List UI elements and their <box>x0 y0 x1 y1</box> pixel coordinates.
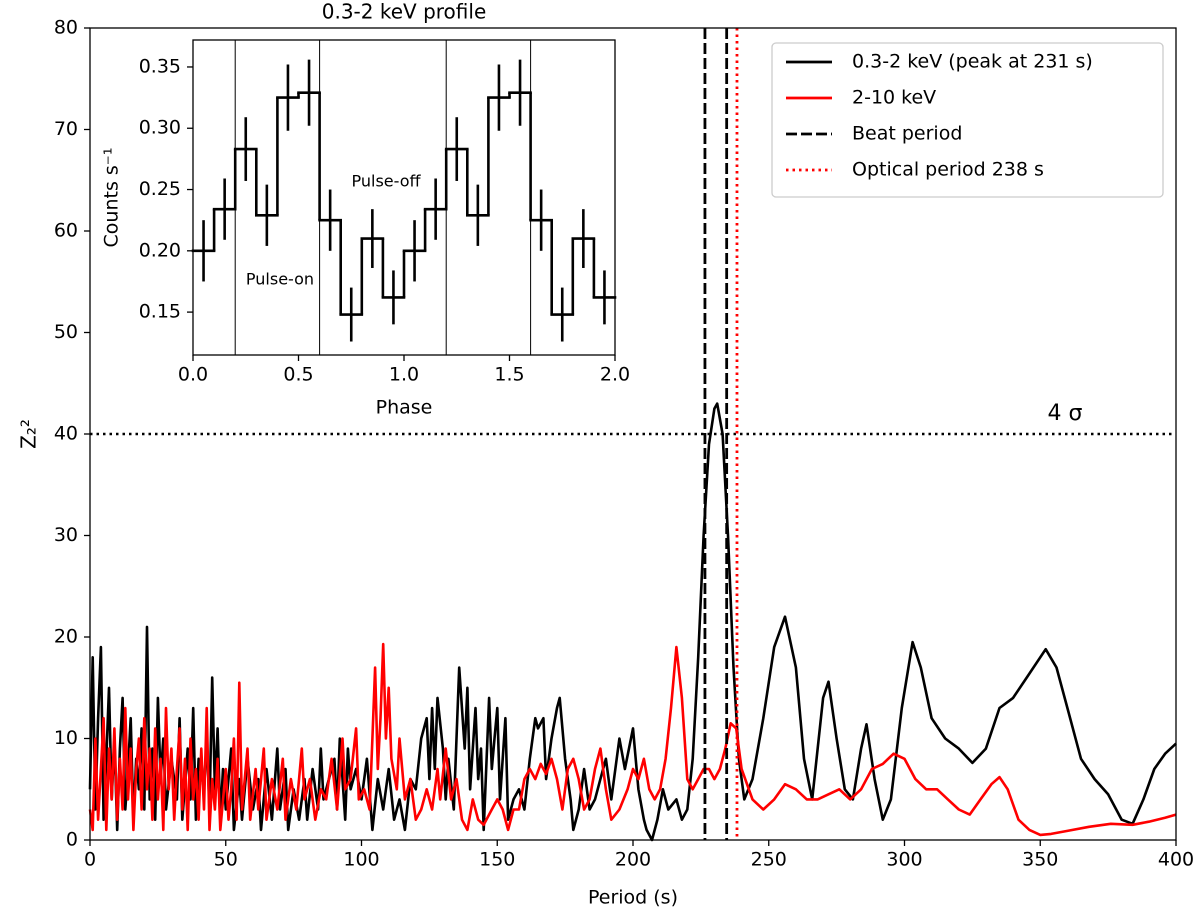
inset-background <box>193 40 615 355</box>
y-tick-label: 80 <box>54 17 78 39</box>
inset-y-tick-label: 0.20 <box>139 239 181 261</box>
legend-box <box>771 42 1164 198</box>
inset-y-tick-label: 0.35 <box>139 55 181 77</box>
x-tick-label: 350 <box>1022 849 1058 871</box>
y-tick-label: 20 <box>54 626 78 648</box>
data-line <box>88 642 1177 837</box>
x-tick-label: 400 <box>1158 849 1194 871</box>
annotation: Pulse-on <box>246 270 314 289</box>
inset-frame <box>192 39 616 356</box>
x-tick-label: 150 <box>479 849 515 871</box>
y-tick-label: 70 <box>54 118 78 140</box>
inset-x-tick-label: 1.5 <box>494 364 524 386</box>
legend-label: 0.3-2 keV (peak at 231 s) <box>852 51 1093 73</box>
x-axis-label: Period (s) <box>588 887 678 909</box>
y-tick-label: 50 <box>54 321 78 343</box>
x-tick-label: 300 <box>886 849 922 871</box>
threshold-label: 4 σ <box>1048 401 1083 426</box>
legend-label: Beat period <box>852 123 962 145</box>
x-tick-label: 100 <box>343 849 379 871</box>
inset-x-label: Phase <box>376 397 433 419</box>
inset-x-tick-label: 0.5 <box>283 364 313 386</box>
legend-label: Optical period 238 s <box>852 159 1044 181</box>
annotation: Pulse-off <box>351 172 421 191</box>
plot-frame <box>89 27 1177 841</box>
legend: 0.3-2 keV (peak at 231 s) 2-10 keV Beat pe… <box>771 42 1164 198</box>
inset-y-label: Counts s⁻¹ <box>101 148 123 248</box>
x-tick-label: 50 <box>214 849 238 871</box>
inset-y-tick-label: 0.30 <box>139 117 181 139</box>
x-tick-label: 200 <box>615 849 651 871</box>
x-tick-label: 0 <box>84 849 96 871</box>
y-tick-label: 30 <box>54 524 78 546</box>
inset-x-tick-label: 1.0 <box>389 364 419 386</box>
inset-title: 0.3-2 keV profile <box>322 0 487 24</box>
inset-x-tick-label: 0.0 <box>178 364 208 386</box>
inset-x-tick-label: 2.0 <box>600 364 630 386</box>
legend-label: 2-10 keV <box>852 87 936 109</box>
x-tick-label: 250 <box>751 849 787 871</box>
y-tick-label: 0 <box>66 829 78 851</box>
y-tick-label: 60 <box>54 220 78 242</box>
y-tick-label: 40 <box>54 423 78 445</box>
y-tick-label: 10 <box>54 727 78 749</box>
inset: 0.0 0.5 1.0 1.5 2.0 0.15 0.20 0.25 0.30 0.35 Pulse… <box>101 0 631 419</box>
inset-y-tick-label: 0.15 <box>139 301 181 323</box>
inset-y-tick-label: 0.25 <box>139 178 181 200</box>
y-axis-label: Z₂² <box>17 419 41 449</box>
